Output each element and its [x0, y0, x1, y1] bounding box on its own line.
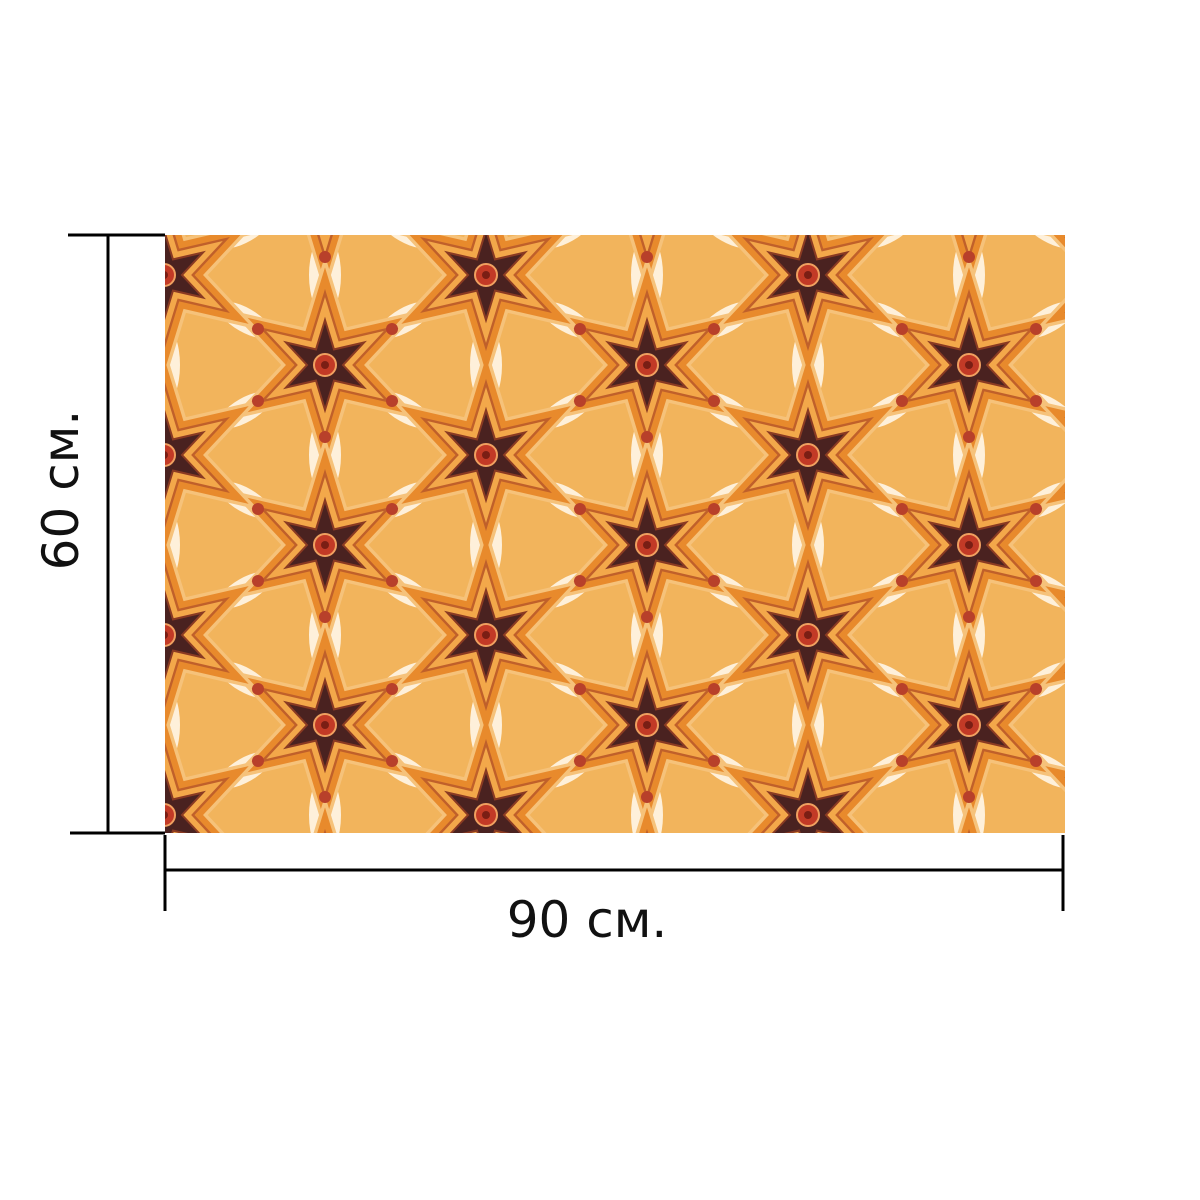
pattern-panel	[165, 235, 1065, 833]
height-label: 60 см.	[32, 410, 90, 571]
width-label: 90 см.	[507, 891, 668, 949]
height-dimension: 60 см.	[32, 233, 165, 835]
width-dimension: 90 см.	[163, 835, 1065, 949]
